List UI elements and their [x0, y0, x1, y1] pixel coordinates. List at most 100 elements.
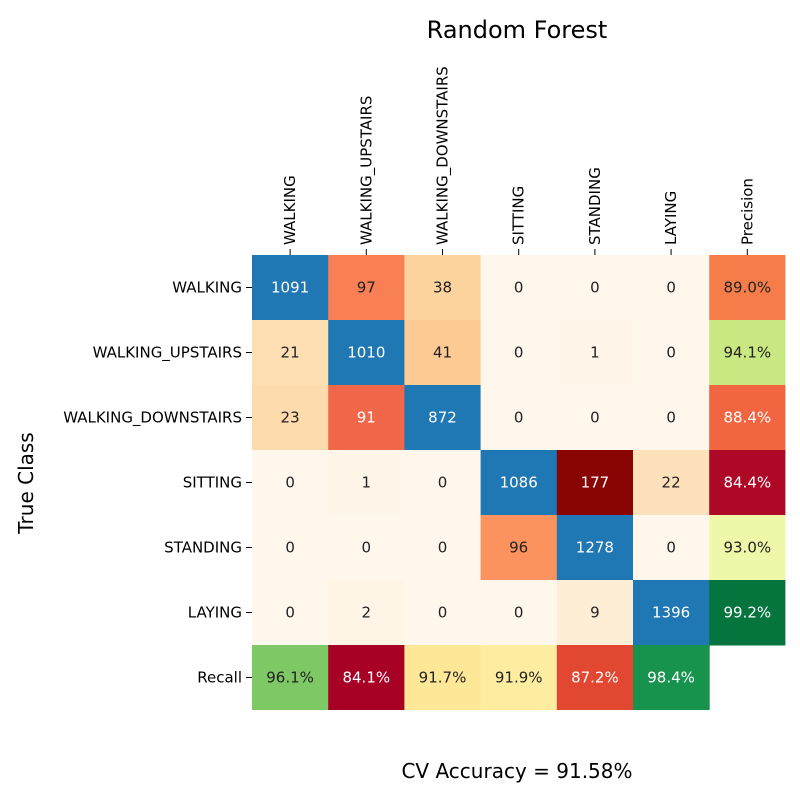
cell-value-label: 0 — [285, 604, 295, 622]
cell-value-label: 1086 — [500, 474, 538, 492]
heatmap-cell — [480, 580, 558, 646]
cell-value-label: 1091 — [271, 279, 309, 297]
heatmap-cell — [633, 515, 710, 581]
recall-value-label: 98.4% — [647, 669, 695, 687]
row-tick-label: STANDING — [164, 539, 242, 557]
cell-value-label: 9 — [590, 604, 600, 622]
cell-value-label: 0 — [666, 539, 676, 557]
recall-cell — [252, 645, 329, 710]
heatmap-cell — [633, 450, 710, 516]
heatmap-cell — [556, 450, 634, 516]
cell-value-label: 0 — [666, 279, 676, 297]
col-tick-label: Precision — [738, 178, 756, 245]
cell-value-label: 1 — [590, 344, 600, 362]
cell-value-label: 1396 — [652, 604, 690, 622]
heatmap-cell — [633, 255, 710, 321]
precision-cell — [709, 580, 786, 646]
cv-accuracy-label: CV Accuracy = 91.58% — [401, 759, 632, 783]
heatmap-cell — [480, 320, 558, 386]
axis-ticks: WALKING WALKING_UPSTAIRS WALKING_DOWNSTAIR… — [63, 66, 756, 686]
precision-value-label: 89.0% — [723, 279, 771, 297]
row-tick-label: WALKING_DOWNSTAIRS — [63, 409, 242, 428]
heatmap-cell — [404, 580, 482, 646]
cell-value-label: 96 — [509, 539, 528, 557]
heatmap-cell — [252, 580, 329, 646]
cell-value-label: 0 — [666, 344, 676, 362]
recall-value-label: 96.1% — [266, 669, 314, 687]
heatmap-cell — [404, 385, 482, 451]
col-tick-label: STANDING — [586, 167, 604, 245]
cell-value-label: 1 — [362, 474, 372, 492]
cell-value-label: 1010 — [347, 344, 385, 362]
heatmap-cell — [480, 450, 558, 516]
cell-value-label: 1278 — [576, 539, 614, 557]
recall-cell — [556, 645, 634, 710]
cell-value-label: 23 — [281, 409, 300, 427]
col-tick-label: SITTING — [510, 186, 528, 245]
row-tick-label: WALKING — [172, 279, 242, 297]
recall-cell — [480, 645, 558, 710]
heatmap-cell — [633, 320, 710, 386]
col-tick-label: WALKING — [281, 175, 299, 245]
precision-value-label: 99.2% — [723, 604, 771, 622]
heatmap-cell — [480, 515, 558, 581]
heatmap-cell — [556, 515, 634, 581]
cell-value-label: 0 — [514, 279, 524, 297]
cell-value-label: 0 — [438, 539, 448, 557]
precision-value-label: 84.4% — [723, 474, 771, 492]
cell-value-label: 0 — [590, 279, 600, 297]
row-tick-label: LAYING — [188, 604, 242, 622]
heatmap-cell — [556, 580, 634, 646]
row-tick-label: SITTING — [183, 474, 242, 492]
cell-value-label: 177 — [581, 474, 610, 492]
heatmap-cell — [556, 255, 634, 321]
recall-cell — [633, 645, 710, 710]
heatmap-cell — [252, 515, 329, 581]
cell-value-label: 21 — [281, 344, 300, 362]
heatmap-cell — [404, 515, 482, 581]
row-tick-label: WALKING_UPSTAIRS — [93, 344, 242, 363]
recall-value-label: 91.7% — [419, 669, 467, 687]
precision-value-label: 94.1% — [723, 344, 771, 362]
recall-cell — [328, 645, 405, 710]
col-tick-label: WALKING_DOWNSTAIRS — [434, 66, 453, 245]
recall-cell — [404, 645, 482, 710]
precision-cell — [709, 450, 786, 516]
heatmap-cell — [328, 385, 405, 451]
cell-value-label: 0 — [514, 604, 524, 622]
cell-value-label: 0 — [285, 539, 295, 557]
cell-value-label: 0 — [514, 409, 524, 427]
chart-title: Random Forest — [427, 16, 608, 44]
cell-value-label: 2 — [362, 604, 372, 622]
cell-value-label: 0 — [514, 344, 524, 362]
heatmap-cell — [252, 450, 329, 516]
precision-cell — [709, 255, 786, 321]
heatmap-cell — [556, 320, 634, 386]
cell-value-label: 97 — [357, 279, 376, 297]
heatmap-cell — [328, 515, 405, 581]
precision-cell — [709, 320, 786, 386]
cell-value-label: 0 — [362, 539, 372, 557]
cell-value-label: 91 — [357, 409, 376, 427]
heatmap-cell — [328, 580, 405, 646]
precision-value-label: 88.4% — [723, 409, 771, 427]
y-axis-label: True Class — [14, 432, 38, 534]
row-tick-label: Recall — [197, 669, 242, 687]
precision-cell — [709, 385, 786, 451]
precision-value-label: 93.0% — [723, 539, 771, 557]
cell-value-label: 872 — [428, 409, 457, 427]
heatmap-cell — [480, 255, 558, 321]
precision-cell — [709, 515, 786, 581]
cell-value-label: 0 — [285, 474, 295, 492]
cell-value-label: 0 — [666, 409, 676, 427]
heatmap-cell — [404, 320, 482, 386]
cell-value-label: 0 — [438, 474, 448, 492]
cell-value-label: 22 — [662, 474, 681, 492]
heatmap-cell — [556, 385, 634, 451]
cell-value-label: 0 — [590, 409, 600, 427]
recall-value-label: 84.1% — [342, 669, 390, 687]
heatmap-cell — [404, 255, 482, 321]
recall-value-label: 91.9% — [495, 669, 543, 687]
heatmap-cell — [480, 385, 558, 451]
